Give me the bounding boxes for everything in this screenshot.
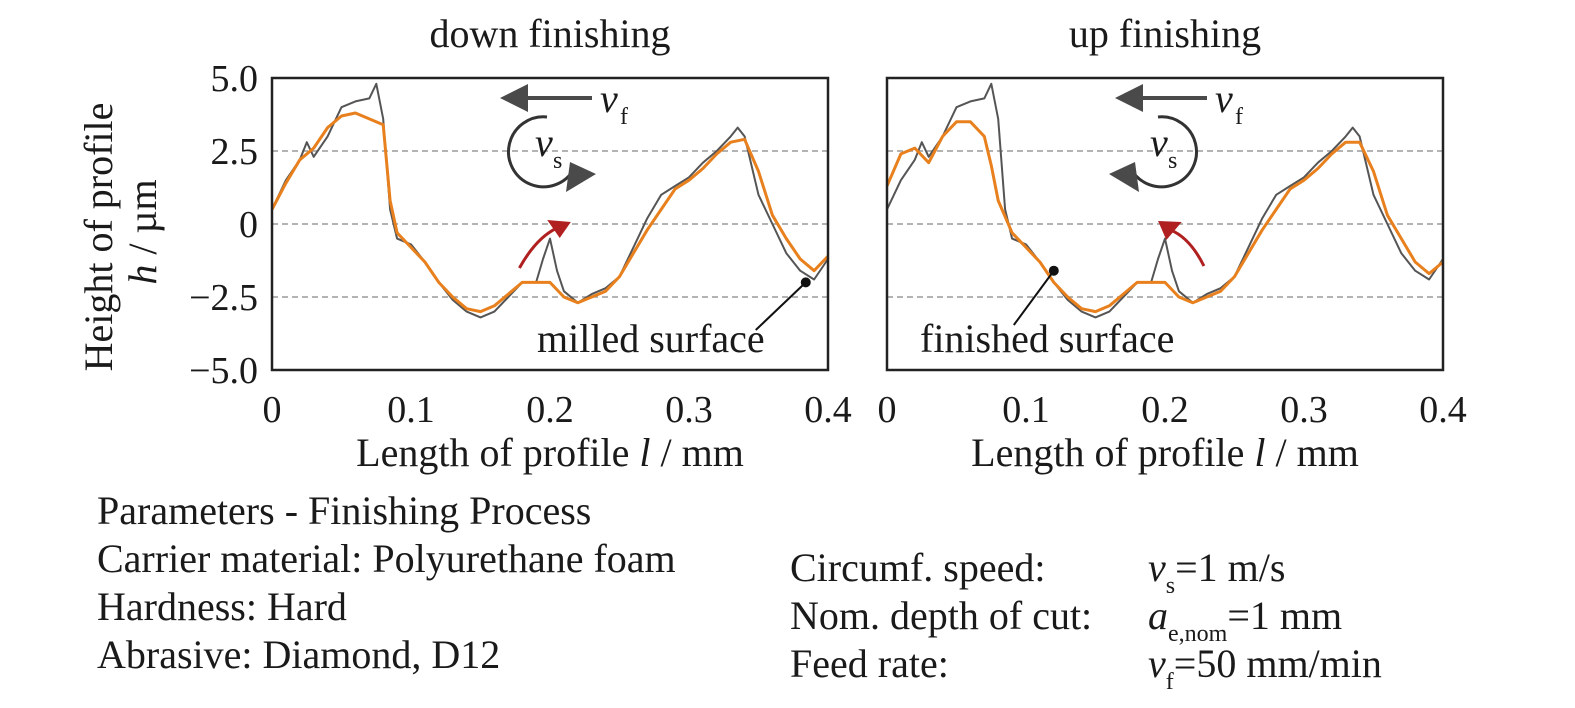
material-flow-arrow bbox=[1169, 228, 1206, 267]
x-tick-label: 0.4 bbox=[1419, 389, 1467, 431]
x-axis-label: Length of profile l / mm bbox=[971, 430, 1359, 475]
surface-pointer-line bbox=[1012, 270, 1055, 326]
y-tick-label: 0 bbox=[239, 204, 258, 246]
parameters-right-labels: Circumf. speed: Nom. depth of cut: Feed … bbox=[790, 544, 1092, 688]
x-tick-label: 0.2 bbox=[1141, 389, 1189, 431]
param-circ-value: vs=1 m/s bbox=[1148, 545, 1286, 599]
material-flow-arrow-head bbox=[1158, 221, 1182, 240]
plot-frame bbox=[885, 76, 1445, 372]
param-abrasive: Abrasive: Diamond, D12 bbox=[97, 632, 501, 677]
surface-label: finished surface bbox=[920, 316, 1174, 361]
x-axis-label: Length of profile l / mm bbox=[356, 430, 744, 475]
param-feed-value: vf=50 mm/min bbox=[1148, 641, 1382, 695]
surface-label: milled surface bbox=[537, 316, 765, 361]
chart-title: down finishing bbox=[429, 11, 670, 56]
parameters-left: Parameters - Finishing Process Carrier m… bbox=[97, 487, 676, 679]
panel-down-finishing: down finishing 0 0.1 0.2 0.3 0.4 Length of pro… bbox=[263, 11, 852, 475]
parameters-heading: Parameters - Finishing Process bbox=[97, 488, 592, 533]
y-tick-label: 5.0 bbox=[211, 58, 259, 100]
param-feed-label: Feed rate: bbox=[790, 641, 949, 686]
x-tick-label: 0.1 bbox=[387, 389, 435, 431]
panel-up-finishing: up finishing 0 0.1 0.2 0.3 0.4 Length of profi… bbox=[878, 11, 1467, 475]
chart-title: up finishing bbox=[1069, 11, 1261, 56]
feed-velocity-subscript: f bbox=[620, 104, 628, 130]
series-line-milled bbox=[886, 82, 1444, 319]
feed-velocity-subscript: f bbox=[1235, 104, 1243, 130]
series-line-finished bbox=[885, 120, 1444, 314]
series-line-milled bbox=[271, 82, 829, 319]
rotation-arrow-head bbox=[1109, 162, 1139, 192]
x-tick-label: 0.2 bbox=[526, 389, 574, 431]
x-tick-label: 0.3 bbox=[665, 389, 713, 431]
plot-frame bbox=[270, 76, 830, 372]
rotation-velocity-label: v bbox=[1150, 120, 1168, 165]
rotation-arc bbox=[507, 115, 576, 189]
parameters-right-values: vs=1 m/s ae,nom=1 mm vf=50 mm/min bbox=[1148, 544, 1382, 695]
feed-velocity-label: v bbox=[600, 76, 618, 121]
param-hardness: Hardness: Hard bbox=[97, 584, 347, 629]
x-tick-label: 0 bbox=[263, 389, 282, 431]
rotation-velocity-label: v bbox=[535, 120, 553, 165]
param-depth-value: ae,nom=1 mm bbox=[1148, 593, 1343, 647]
x-tick-label: 0.3 bbox=[1280, 389, 1328, 431]
surface-pointer-dot bbox=[1048, 265, 1059, 276]
material-flow-arrow-head bbox=[547, 220, 571, 238]
material-flow-arrow bbox=[518, 226, 558, 269]
param-depth-label: Nom. depth of cut: bbox=[790, 593, 1093, 638]
param-carrier: Carrier material: Polyurethane foam bbox=[97, 536, 676, 581]
y-tick-label: −5.0 bbox=[189, 350, 258, 392]
y-axis-label: Height of profile h / µm bbox=[76, 93, 165, 372]
feed-arrow-head bbox=[500, 84, 528, 112]
y-tick-labels: 5.0 2.5 0 −2.5 −5.0 bbox=[189, 58, 258, 392]
rotation-arrow-head bbox=[566, 162, 596, 192]
feed-arrow-head bbox=[1115, 84, 1143, 112]
y-tick-label: 2.5 bbox=[211, 131, 259, 173]
feed-velocity-label: v bbox=[1215, 76, 1233, 121]
surface-pointer-dot bbox=[800, 277, 811, 288]
rotation-velocity-subscript: s bbox=[1168, 148, 1177, 174]
y-tick-label: −2.5 bbox=[189, 277, 258, 319]
rotation-arc bbox=[1129, 115, 1198, 189]
x-tick-label: 0 bbox=[878, 389, 897, 431]
series-line-finished bbox=[270, 111, 830, 314]
rotation-velocity-subscript: s bbox=[553, 148, 562, 174]
x-tick-label: 0.4 bbox=[804, 389, 852, 431]
surface-pointer-line bbox=[755, 281, 807, 331]
x-tick-label: 0.1 bbox=[1002, 389, 1050, 431]
param-circ-label: Circumf. speed: bbox=[790, 545, 1046, 590]
